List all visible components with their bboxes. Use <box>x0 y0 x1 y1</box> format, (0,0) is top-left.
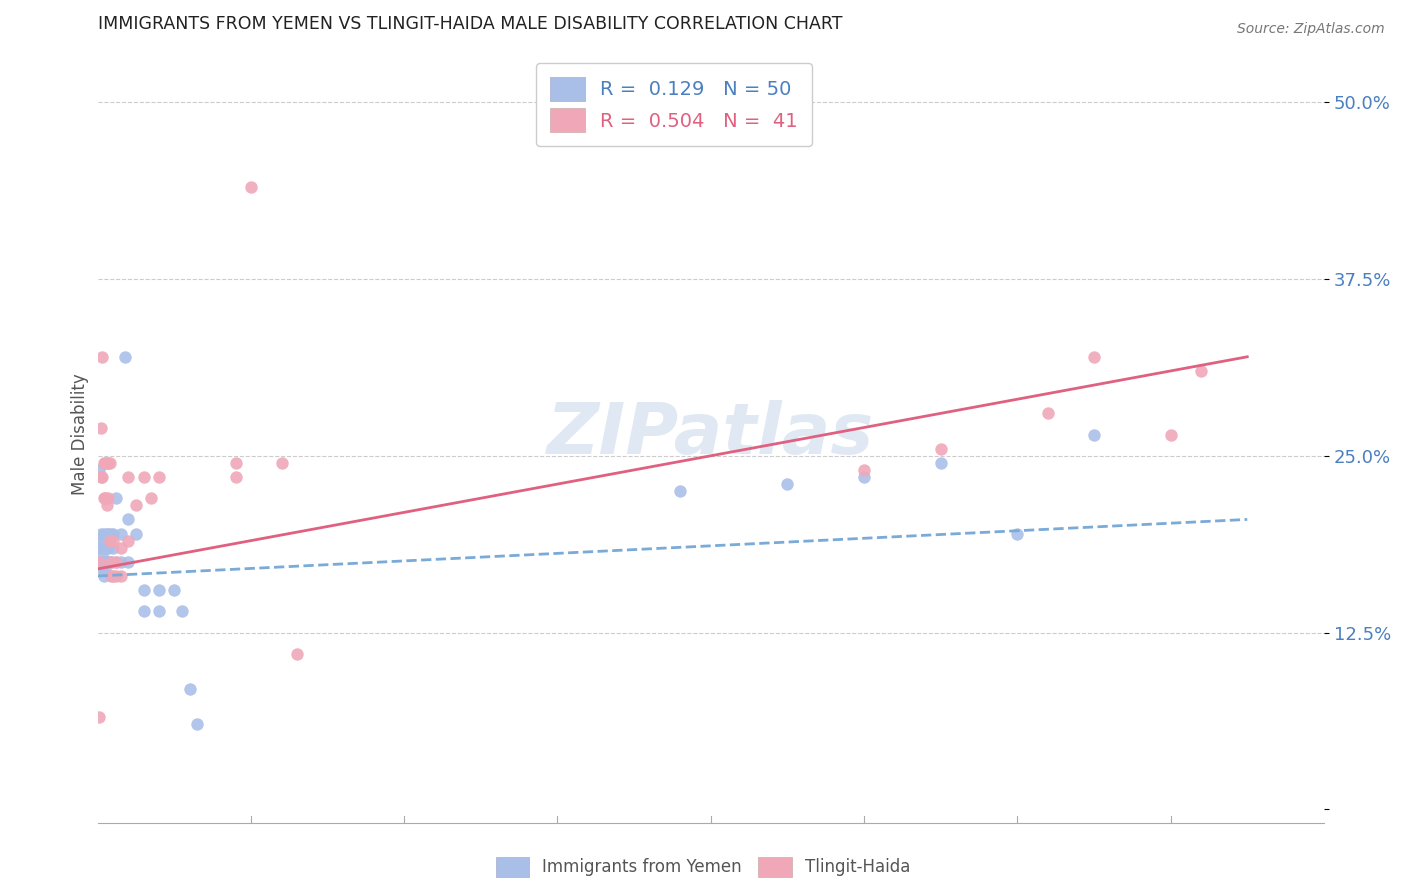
Point <box>97 491 120 506</box>
Point <box>91 555 114 569</box>
Point <box>91 350 114 364</box>
Point <box>101 541 124 555</box>
Point <box>97 526 120 541</box>
Point <box>132 583 155 598</box>
Point <box>93 526 115 541</box>
Point <box>94 533 117 548</box>
Point <box>104 555 127 569</box>
Point <box>110 569 132 583</box>
Point <box>100 569 122 583</box>
Point <box>90 555 112 569</box>
Point <box>93 541 115 555</box>
Point <box>91 533 114 548</box>
Point <box>91 548 114 562</box>
Point <box>101 533 124 548</box>
Point <box>163 583 186 598</box>
Point <box>87 463 110 477</box>
Point <box>125 498 148 512</box>
Point <box>90 420 112 434</box>
Point <box>96 526 118 541</box>
Point <box>91 470 114 484</box>
Point <box>94 555 117 569</box>
Point <box>104 569 127 583</box>
Point <box>853 463 876 477</box>
Point <box>148 604 170 618</box>
Point <box>96 498 118 512</box>
Point <box>132 470 155 484</box>
Point <box>110 555 132 569</box>
Text: Source: ZipAtlas.com: Source: ZipAtlas.com <box>1237 22 1385 37</box>
Point <box>101 569 124 583</box>
Point <box>669 484 692 499</box>
Point <box>97 541 120 555</box>
Point <box>1083 350 1105 364</box>
Point <box>96 541 118 555</box>
Point <box>117 512 139 526</box>
Point <box>132 604 155 618</box>
Point <box>101 526 124 541</box>
Point <box>91 562 114 576</box>
Point <box>93 555 115 569</box>
Point <box>117 470 139 484</box>
Point <box>87 710 110 724</box>
Point <box>1189 364 1212 378</box>
Text: IMMIGRANTS FROM YEMEN VS TLINGIT-HAIDA MALE DISABILITY CORRELATION CHART: IMMIGRANTS FROM YEMEN VS TLINGIT-HAIDA M… <box>97 15 842 33</box>
Point <box>87 555 110 569</box>
Point <box>90 541 112 555</box>
Point <box>98 533 121 548</box>
Point <box>104 555 127 569</box>
Point <box>285 647 308 661</box>
Point <box>110 526 132 541</box>
Point <box>148 583 170 598</box>
Point <box>853 470 876 484</box>
Point <box>125 526 148 541</box>
Point <box>929 442 952 456</box>
Point <box>270 456 292 470</box>
Point <box>1160 427 1182 442</box>
Point <box>93 569 115 583</box>
Point <box>141 491 163 506</box>
Point <box>90 470 112 484</box>
Point <box>94 541 117 555</box>
Point <box>94 456 117 470</box>
Point <box>97 555 120 569</box>
Point <box>929 456 952 470</box>
Text: ZIPatlas: ZIPatlas <box>547 401 875 469</box>
Point <box>94 491 117 506</box>
Point <box>98 555 121 569</box>
Point <box>1083 427 1105 442</box>
Point <box>93 491 115 506</box>
Point <box>1036 406 1059 420</box>
Point <box>148 470 170 484</box>
Point <box>170 604 193 618</box>
Y-axis label: Male Disability: Male Disability <box>72 374 89 495</box>
Legend: Immigrants from Yemen, Tlingit-Haida: Immigrants from Yemen, Tlingit-Haida <box>489 850 917 884</box>
Point <box>100 555 122 569</box>
Point <box>225 456 247 470</box>
Point <box>104 491 127 506</box>
Point <box>96 456 118 470</box>
Point <box>97 456 120 470</box>
Point <box>179 682 201 697</box>
Point <box>90 526 112 541</box>
Point <box>100 526 122 541</box>
Point <box>98 533 121 548</box>
Point <box>114 350 136 364</box>
Point <box>100 555 122 569</box>
Point <box>117 555 139 569</box>
Point <box>98 456 121 470</box>
Legend: R =  0.129   N = 50, R =  0.504   N =  41: R = 0.129 N = 50, R = 0.504 N = 41 <box>536 63 811 145</box>
Point <box>239 180 262 194</box>
Point <box>225 470 247 484</box>
Point <box>93 456 115 470</box>
Point <box>117 533 139 548</box>
Point <box>1007 526 1029 541</box>
Point <box>96 555 118 569</box>
Point <box>94 562 117 576</box>
Point <box>776 477 799 491</box>
Point <box>110 541 132 555</box>
Point <box>186 717 208 731</box>
